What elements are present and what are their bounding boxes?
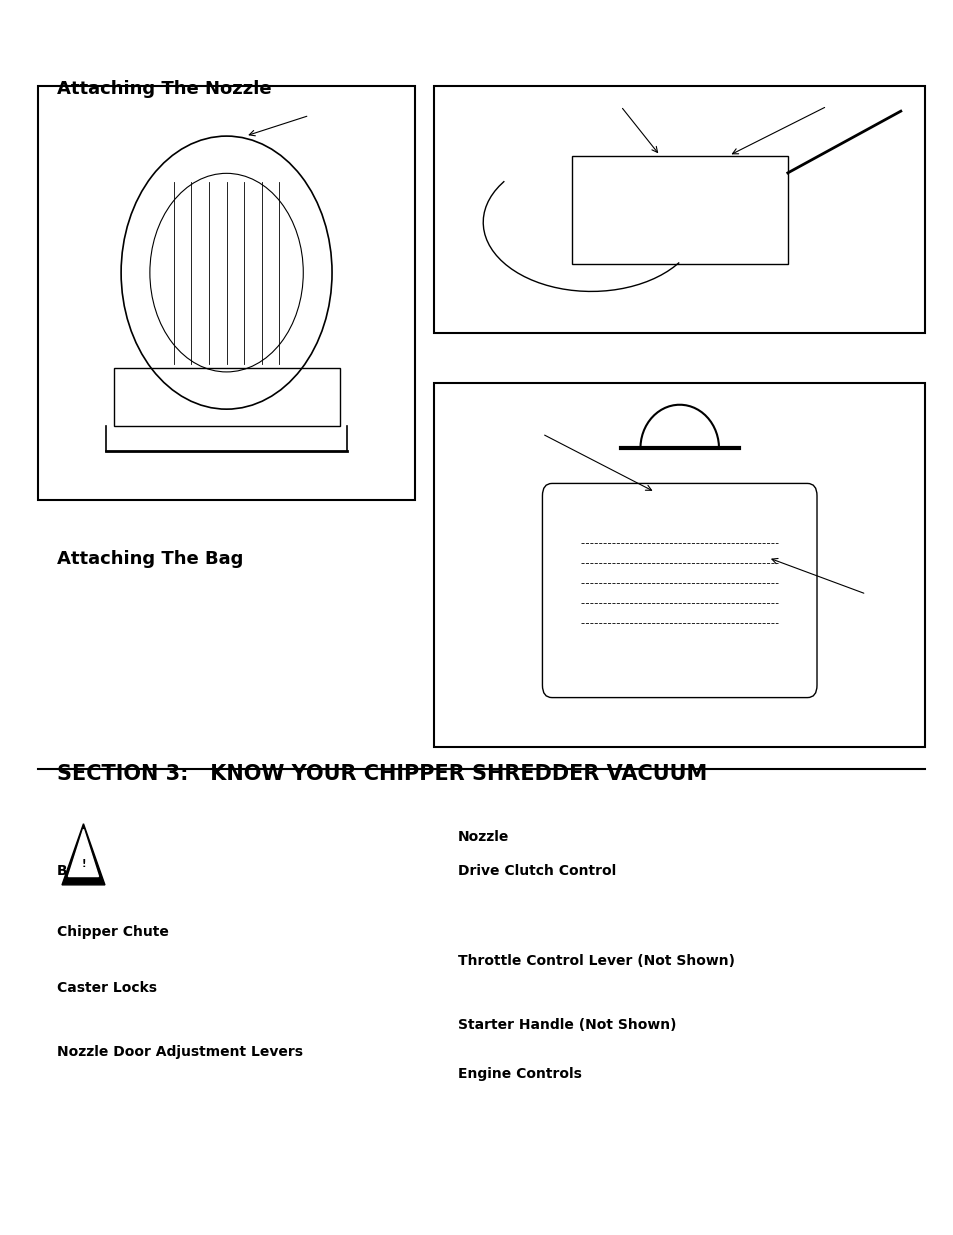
FancyBboxPatch shape [434,86,924,333]
Bar [571,156,787,264]
Text: Throttle Control Lever (Not Shown): Throttle Control Lever (Not Shown) [457,953,734,968]
Text: Attaching The Bag: Attaching The Bag [57,550,243,568]
Text: Caster Locks: Caster Locks [57,981,157,995]
Text: Bag: Bag [57,863,87,878]
FancyBboxPatch shape [434,383,924,747]
Text: Engine Controls: Engine Controls [457,1067,581,1082]
Bar [113,368,339,426]
Text: Nozzle Door Adjustment Levers: Nozzle Door Adjustment Levers [57,1045,303,1060]
Text: Nozzle: Nozzle [457,830,509,845]
Text: !: ! [81,858,86,868]
Text: SECTION 3:   KNOW YOUR CHIPPER SHREDDER VACUUM: SECTION 3: KNOW YOUR CHIPPER SHREDDER VA… [57,764,707,784]
Text: Attaching The Nozzle: Attaching The Nozzle [57,80,272,99]
Polygon shape [69,830,98,877]
FancyBboxPatch shape [38,86,415,500]
Text: Starter Handle (Not Shown): Starter Handle (Not Shown) [457,1018,676,1032]
Text: Drive Clutch Control: Drive Clutch Control [457,863,616,878]
Polygon shape [62,824,105,884]
Text: Chipper Chute: Chipper Chute [57,925,169,940]
